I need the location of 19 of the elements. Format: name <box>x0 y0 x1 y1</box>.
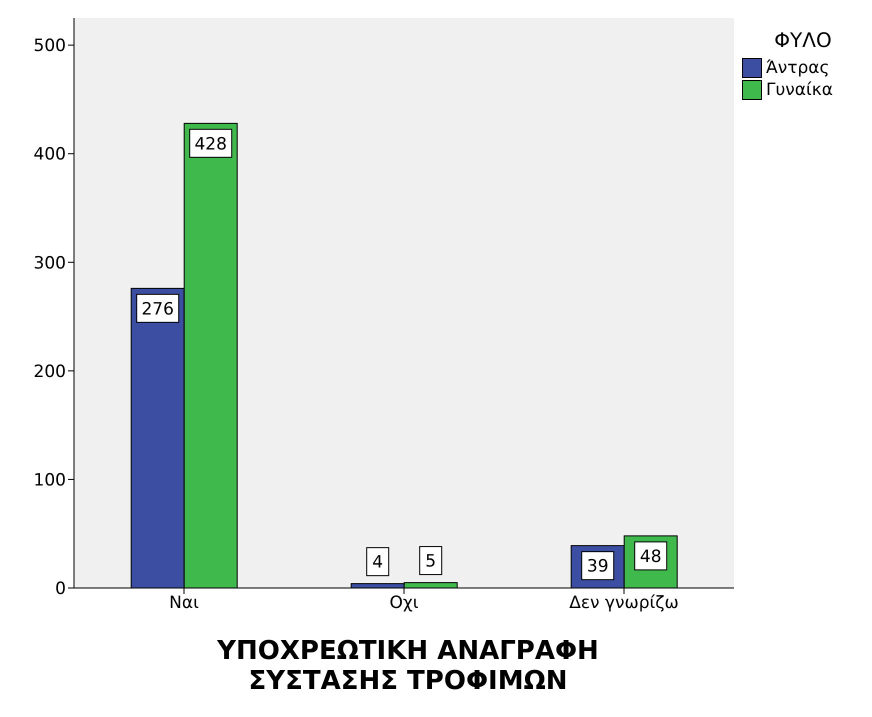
y-tick-label: 200 <box>34 362 66 382</box>
legend-title: ΦΥΛΟ <box>773 28 833 52</box>
y-tick-label: 0 <box>55 579 66 600</box>
data-label: 276 <box>141 299 174 320</box>
x-tick-label: Ναι <box>169 593 200 614</box>
y-tick-label: 300 <box>34 253 66 274</box>
x-tick-label: Δεν γνωρίζω <box>569 593 679 614</box>
y-tick-label: 500 <box>34 36 66 56</box>
data-label: 5 <box>425 552 436 572</box>
data-label: 4 <box>372 552 384 573</box>
x-axis-title: ΥΠΟΧΡΕΩΤΙΚΗ ΑΝΑΓΡΑΦΗ ΣΥΣΤΑΣΗΣ ΤΡΟΦΙΜΩΝ <box>216 636 600 696</box>
legend-label: Γυναίκα <box>766 80 833 100</box>
y-tick-label: 100 <box>34 470 66 490</box>
y-tick-label: 400 <box>34 144 66 165</box>
data-label: 48 <box>640 546 662 567</box>
x-tick-label: Οχι <box>390 593 419 614</box>
data-label: 428 <box>194 134 227 154</box>
legend-label: Άντρας <box>766 58 830 78</box>
data-label: 39 <box>586 556 609 577</box>
